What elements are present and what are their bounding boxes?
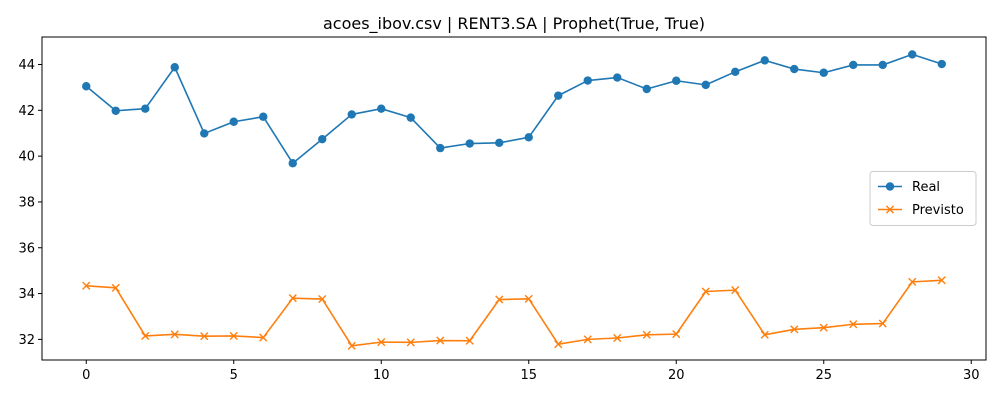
data-point-previsto xyxy=(82,281,91,290)
x-tick-label: 0 xyxy=(82,368,90,383)
data-point-previsto xyxy=(613,333,622,343)
data-point-previsto xyxy=(554,340,563,349)
legend-label-real: Real xyxy=(912,180,940,195)
data-point-previsto xyxy=(259,333,268,342)
series-real xyxy=(82,50,946,168)
data-point-previsto xyxy=(200,332,209,341)
data-point-real xyxy=(141,104,150,113)
data-point-previsto xyxy=(878,319,887,328)
data-point-previsto xyxy=(672,330,681,339)
data-point-real xyxy=(760,56,769,65)
data-point-previsto xyxy=(701,287,710,296)
y-tick-label: 44 xyxy=(18,58,35,73)
x-tick-label: 30 xyxy=(963,368,980,383)
data-point-real xyxy=(524,133,533,142)
data-point-real xyxy=(465,139,474,148)
data-point-previsto xyxy=(908,277,917,286)
data-point-real xyxy=(819,68,828,77)
data-point-previsto xyxy=(495,295,504,304)
data-point-real xyxy=(908,50,917,59)
data-point-real xyxy=(259,112,268,121)
y-tick-label: 34 xyxy=(18,287,35,302)
plot-area: 0 5 10 15 20 25 30 32 34 36 38 40 42 44 xyxy=(18,36,987,383)
legend-box xyxy=(869,171,977,226)
axes-frame xyxy=(41,36,987,361)
legend-marker-real xyxy=(885,182,895,191)
data-point-previsto xyxy=(347,341,356,350)
y-tick-label: 40 xyxy=(18,150,35,165)
data-point-real xyxy=(200,129,209,138)
data-point-previsto xyxy=(731,286,740,295)
y-tick-label: 38 xyxy=(18,195,35,210)
legend: Real Previsto xyxy=(869,171,977,226)
data-point-real xyxy=(111,106,120,115)
y-tick-label: 36 xyxy=(18,241,35,256)
data-point-real xyxy=(583,76,592,85)
series-previsto xyxy=(82,276,946,350)
series-line-real xyxy=(85,53,942,165)
data-point-previsto xyxy=(819,323,828,332)
y-tick-label: 32 xyxy=(18,333,35,348)
data-point-real xyxy=(878,60,887,70)
data-point-previsto xyxy=(406,338,415,347)
data-point-real xyxy=(377,104,386,113)
data-point-previsto xyxy=(937,276,946,285)
legend-marker-previsto xyxy=(885,205,895,214)
data-point-real xyxy=(701,80,710,90)
data-point-previsto xyxy=(377,338,386,347)
data-point-previsto xyxy=(465,336,474,345)
data-point-real xyxy=(288,159,297,168)
data-point-real xyxy=(731,67,740,77)
data-point-previsto xyxy=(849,320,858,329)
data-point-previsto xyxy=(288,294,297,303)
data-point-real xyxy=(229,117,238,126)
data-point-previsto xyxy=(229,331,238,341)
y-tick-label: 42 xyxy=(18,104,35,119)
data-point-real xyxy=(554,91,563,100)
data-point-real xyxy=(406,113,415,122)
series-line-previsto xyxy=(86,279,942,347)
data-point-real xyxy=(82,82,91,91)
data-point-previsto xyxy=(790,325,799,334)
chart-title: acoes_ibov.csv | RENT3.SA | Prophet(True… xyxy=(323,14,705,34)
data-point-previsto xyxy=(141,331,150,341)
data-point-real xyxy=(613,73,622,82)
x-tick-label: 25 xyxy=(815,368,832,383)
x-tick-label: 20 xyxy=(668,368,685,383)
x-tick-label: 5 xyxy=(230,368,238,383)
data-point-real xyxy=(849,60,858,70)
data-point-real xyxy=(347,110,356,119)
data-point-previsto xyxy=(318,294,327,304)
data-point-previsto xyxy=(524,294,533,303)
data-point-previsto xyxy=(111,283,120,292)
data-point-real xyxy=(170,63,179,72)
x-tick-label: 10 xyxy=(373,368,390,383)
data-point-real xyxy=(937,59,946,69)
data-point-previsto xyxy=(642,330,651,339)
data-point-previsto xyxy=(760,330,769,339)
data-point-real xyxy=(642,84,651,94)
data-point-real xyxy=(318,134,327,144)
legend-label-previsto: Previsto xyxy=(912,203,964,218)
data-point-real xyxy=(495,138,504,148)
data-point-previsto xyxy=(583,335,592,344)
x-tick-label: 15 xyxy=(520,368,537,383)
data-point-previsto xyxy=(170,330,179,339)
data-point-previsto xyxy=(436,336,445,345)
data-point-real xyxy=(436,143,445,153)
data-point-real xyxy=(672,76,681,85)
data-point-real xyxy=(790,64,799,74)
